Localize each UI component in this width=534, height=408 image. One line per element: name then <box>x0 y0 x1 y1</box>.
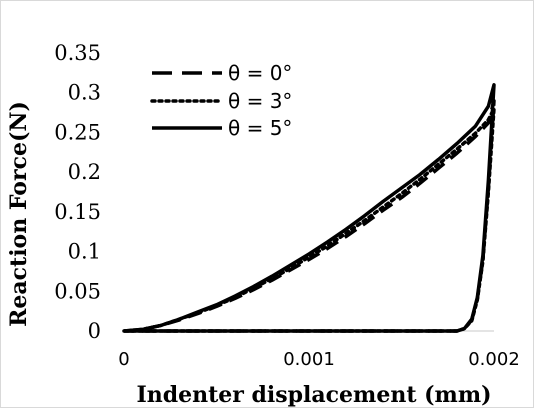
y-tick-label: 0.25 <box>54 120 101 144</box>
series-layer <box>122 83 496 333</box>
legend-label-2: θ = 5° <box>228 116 292 140</box>
x-tick-label: 0.002 <box>468 349 520 370</box>
x-tick-label: 0 <box>118 349 129 370</box>
y-tick-label: 0.3 <box>68 81 101 105</box>
legend-label-0: θ = 0° <box>228 61 292 85</box>
series-line-1 <box>122 106 496 333</box>
series-line-0 <box>123 98 496 333</box>
y-axis-title: Reaction Force(N) <box>6 101 32 327</box>
series-line-2 <box>123 83 496 333</box>
legend-label-1: θ = 3° <box>228 89 292 113</box>
x-tick-label: 0.001 <box>283 349 335 370</box>
y-tick-label: 0.2 <box>68 160 101 184</box>
y-tick-label: 0.15 <box>54 200 101 224</box>
legend: θ = 0° θ = 3° θ = 5° <box>150 61 292 140</box>
y-tick-label: 0.05 <box>54 279 101 303</box>
y-tick-label: 0.1 <box>68 240 101 264</box>
x-axis-title: Indenter displacement (mm) <box>136 382 491 408</box>
x-axis-tick-labels: 0 0.001 0.002 <box>118 349 519 370</box>
y-axis-tick-labels: 0 0.05 0.1 0.15 0.2 0.25 0.3 0.35 <box>54 41 101 343</box>
y-tick-label: 0 <box>88 319 101 343</box>
y-tick-label: 0.35 <box>54 41 101 65</box>
